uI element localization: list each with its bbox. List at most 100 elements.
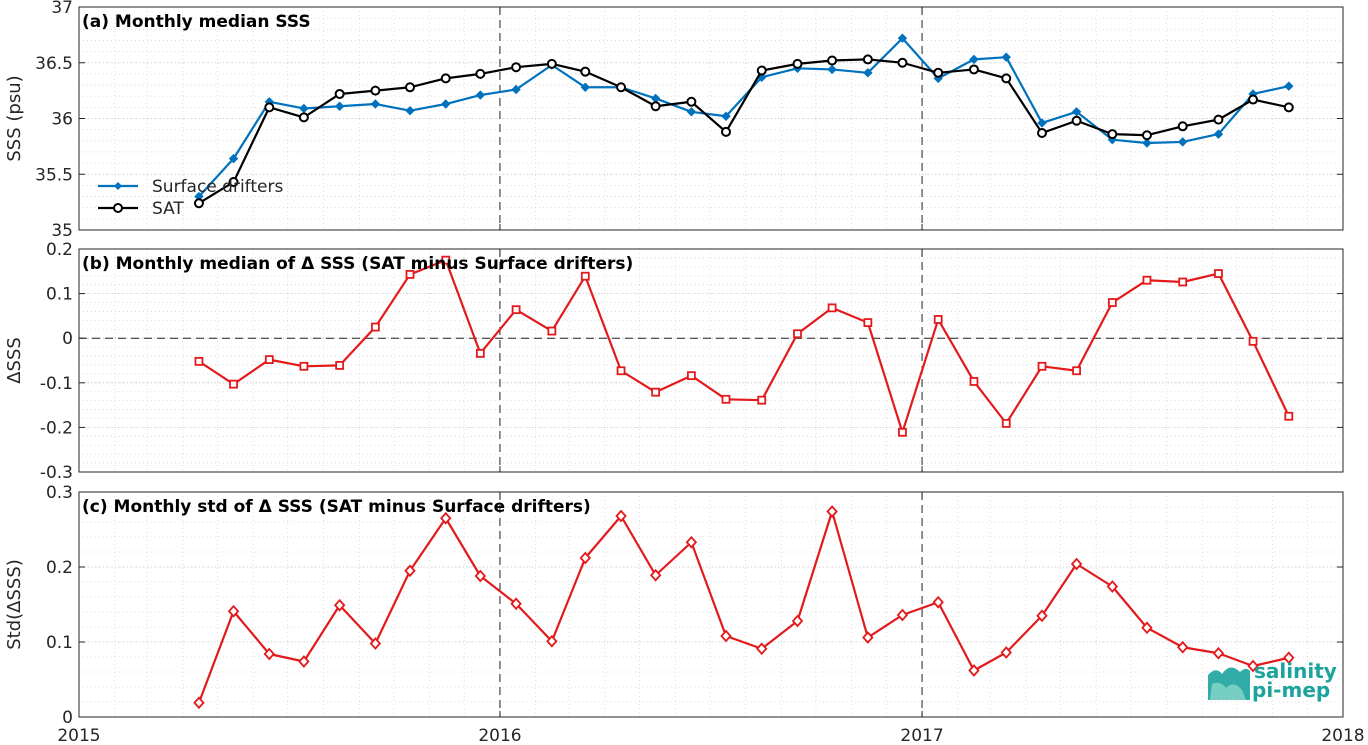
panel-c-series-point	[756, 642, 768, 656]
panel-c-series-point	[932, 595, 944, 609]
panel-a-surface-drifters-point	[299, 103, 309, 114]
panel-a-year-lines	[499, 7, 923, 230]
panel-c-series-point	[1247, 659, 1259, 673]
panel-a-surface-drifters-point	[1213, 129, 1224, 139]
panel-a-y-tick-label: 35.5	[35, 165, 73, 185]
panel-c-series-point	[1036, 609, 1048, 623]
panel-a-sat-point	[1036, 127, 1047, 138]
panel-c-x-tick-label: 2015	[57, 726, 100, 745]
panel-a-sat-point	[756, 65, 767, 76]
panel-c-series-point	[579, 551, 592, 565]
panel-c-series-line	[197, 510, 1290, 704]
panel-a-surface-drifters-point	[405, 105, 415, 116]
panel-b-series-point	[229, 379, 238, 389]
panel-b-y-tick-label: 0.2	[46, 240, 73, 260]
panel-a-sat-point	[897, 57, 908, 68]
panel-a-sat-point	[827, 55, 838, 66]
panel-b-y-tick-label: 0.1	[46, 285, 73, 305]
panel-b-axes-box	[78, 248, 1344, 473]
panel-a-y-ticks: 35 35.5 36 36.5 37	[35, 0, 1343, 241]
panel-b-series-point	[1072, 366, 1081, 376]
panel-a-surface-drifters-point	[650, 93, 661, 104]
panel-b-y-axis-label: ΔSSS	[4, 337, 25, 384]
panel-c-grid	[79, 491, 1343, 718]
panel-a-sat-point	[1213, 114, 1224, 125]
panel-a-sat-point	[1071, 115, 1082, 126]
panel-a-sat-point	[650, 101, 661, 112]
panel-c-series-point	[193, 696, 205, 710]
panel-a-sat-point	[546, 58, 557, 69]
panel-c-series-point	[404, 564, 416, 578]
panel-c-series-point	[369, 637, 382, 650]
logo-text-salinity: salinity	[1254, 659, 1337, 683]
panel-c-std-delta-sss: 0 0.1 0.2 0.3 2015 2016 2017 2018 (c) Monthly …	[4, 483, 1365, 745]
panel-a-monthly-median-sss: 35 35.5 36 36.5 37 (a) Monthly median SSS SS…	[4, 0, 1344, 241]
panel-a-sat-point	[1177, 121, 1188, 132]
legend-sat-marker	[113, 203, 123, 213]
panel-a-title: (a) Monthly median SSS	[82, 12, 311, 32]
legend-surface-drifters-marker	[114, 182, 122, 190]
panel-a-surface-drifters-point	[1284, 81, 1294, 91]
panel-b-y-tick-label: -0.1	[40, 374, 73, 394]
panel-a-y-axis-label: SSS (psu)	[4, 75, 25, 161]
panel-b-series	[194, 255, 1294, 437]
panel-c-x-tick-label: 2016	[478, 726, 521, 745]
panel-c-series-point	[298, 655, 310, 668]
panel-a-surface-drifters-point	[969, 54, 979, 65]
panel-b-series-point	[651, 387, 661, 397]
legend-surface-drifters-label: Surface drifters	[152, 177, 283, 197]
panel-c-x-tick-label: 2017	[900, 726, 943, 745]
panel-b-series-point	[1001, 418, 1011, 428]
panel-a-sat-point	[404, 82, 415, 93]
panel-b-y-tick-label: 0	[62, 329, 73, 349]
panel-b-series-point	[793, 329, 802, 339]
panel-a-sat-point	[580, 66, 591, 77]
logo-wave-mark-light	[1210, 682, 1246, 700]
panel-b-series-point	[511, 305, 521, 315]
panel-b-series-point	[370, 322, 380, 332]
panel-c-series-point	[333, 598, 346, 612]
panel-a-series	[193, 33, 1294, 209]
panel-b-y-tick-label: -0.2	[40, 418, 73, 438]
panel-a-sat-point	[334, 88, 345, 99]
panel-b-series-point	[580, 271, 590, 281]
panel-b-median-delta-sss: -0.3 -0.2 -0.1 0 0.1 0.2 (b) Monthly median o…	[4, 240, 1344, 483]
panel-c-series-point	[1106, 580, 1119, 593]
logo-text-pi-mep: pi-mep	[1252, 678, 1330, 702]
panel-c-y-axis-label: Std(ΔSSS)	[4, 559, 25, 650]
panel-a-sat-point	[933, 67, 944, 78]
panel-a-sat-point	[1001, 73, 1012, 84]
panel-c-series-point	[649, 568, 662, 582]
panel-a-x-ticks	[78, 7, 1344, 230]
panel-c-series-point	[791, 614, 804, 628]
panel-c-series-point	[510, 597, 522, 611]
panel-a-sat-point	[968, 64, 979, 75]
panel-a-surface-drifters-point	[1142, 138, 1152, 148]
panel-a-sat-point	[862, 54, 873, 65]
panel-a-sat-point	[511, 62, 522, 73]
panel-c-series-point	[862, 631, 874, 644]
panel-a-sat-point	[1141, 130, 1152, 141]
panel-b-series-point	[827, 303, 837, 313]
panel-c-series-point	[1212, 646, 1225, 660]
panel-c-x-tick-label: 2018	[1321, 726, 1364, 745]
panel-b-series-point	[1107, 298, 1117, 307]
panel-c-series-point	[826, 505, 838, 518]
panel-b-year-lines	[499, 249, 923, 472]
panel-c-series-point	[685, 535, 698, 549]
panel-a-surface-drifters-point	[580, 82, 590, 92]
panel-a-y-tick-label: 35	[51, 221, 73, 241]
panel-c-y-tick-label: 0.2	[46, 558, 73, 578]
panel-b-series-line	[198, 259, 1290, 434]
panel-b-y-ticks: -0.3 -0.2 -0.1 0 0.1 0.2	[40, 240, 1343, 483]
panel-c-series-point	[720, 629, 732, 643]
panel-c-series	[193, 505, 1295, 710]
panel-b-series-point	[547, 326, 557, 336]
panel-a-surface-drifters-point	[228, 153, 239, 164]
panel-b-series-point	[898, 427, 907, 437]
panel-a-sat-point	[1283, 102, 1294, 113]
panel-a-sat-point	[616, 82, 627, 93]
panel-c-series-point	[1000, 646, 1012, 659]
